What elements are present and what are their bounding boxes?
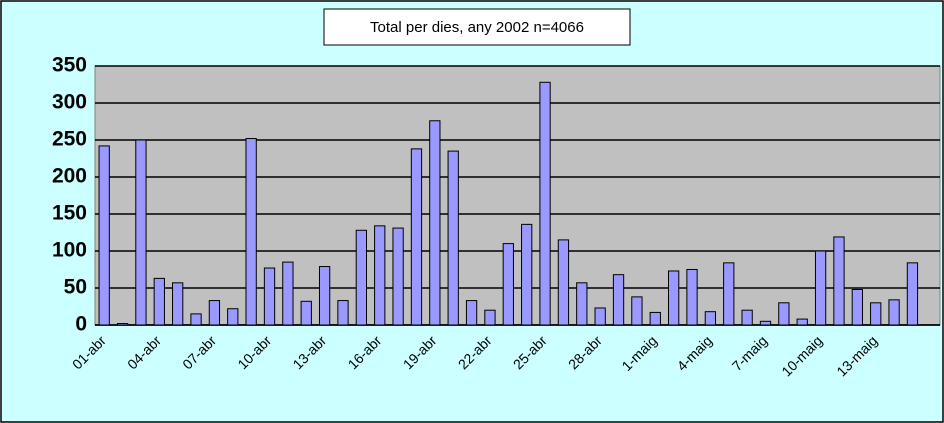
bar xyxy=(208,300,221,326)
bar xyxy=(337,300,349,326)
bar xyxy=(153,277,165,326)
bar xyxy=(429,120,441,326)
bar xyxy=(245,138,257,326)
bar xyxy=(759,320,772,326)
bar xyxy=(796,318,808,326)
bar xyxy=(741,309,753,326)
bar xyxy=(465,300,478,326)
bar xyxy=(557,239,570,326)
bar xyxy=(392,227,404,326)
bar xyxy=(576,282,588,326)
bar xyxy=(135,139,147,326)
bar xyxy=(410,148,423,326)
bar xyxy=(539,81,551,326)
bar xyxy=(318,266,331,326)
bar xyxy=(833,236,845,326)
y-tick-label: 200 xyxy=(52,165,87,188)
bar xyxy=(778,302,790,326)
bar xyxy=(631,296,643,326)
bar xyxy=(649,311,661,326)
bar xyxy=(263,267,276,326)
bar xyxy=(98,145,110,326)
bar xyxy=(521,223,533,326)
bar xyxy=(300,300,312,326)
bar xyxy=(484,309,496,326)
plot-area xyxy=(94,65,941,326)
bar xyxy=(374,225,386,326)
bar xyxy=(282,261,294,326)
bar xyxy=(227,308,239,326)
y-tick-label: 250 xyxy=(52,128,87,151)
bar xyxy=(704,311,717,326)
title-box xyxy=(323,8,631,46)
bar xyxy=(172,282,184,326)
bar xyxy=(447,150,459,326)
bar xyxy=(686,269,698,326)
bar xyxy=(814,250,827,326)
y-tick-label: 0 xyxy=(75,313,87,336)
y-tick-label: 50 xyxy=(64,276,87,299)
bar xyxy=(190,313,202,326)
bar xyxy=(888,299,900,326)
bar xyxy=(116,323,129,326)
y-tick-label: 150 xyxy=(52,202,87,225)
chart-title: Total per dies, any 2002 n=4066 xyxy=(370,19,584,36)
bar xyxy=(851,288,863,326)
y-tick-label: 350 xyxy=(52,54,87,77)
y-tick-label: 100 xyxy=(52,239,87,262)
bar xyxy=(870,302,882,326)
bar xyxy=(355,229,368,326)
bar xyxy=(594,307,606,326)
y-tick-label: 300 xyxy=(52,91,87,114)
bar xyxy=(723,262,735,326)
bar xyxy=(502,243,514,326)
bar xyxy=(667,270,680,326)
bar xyxy=(612,274,625,326)
bar xyxy=(906,262,919,326)
